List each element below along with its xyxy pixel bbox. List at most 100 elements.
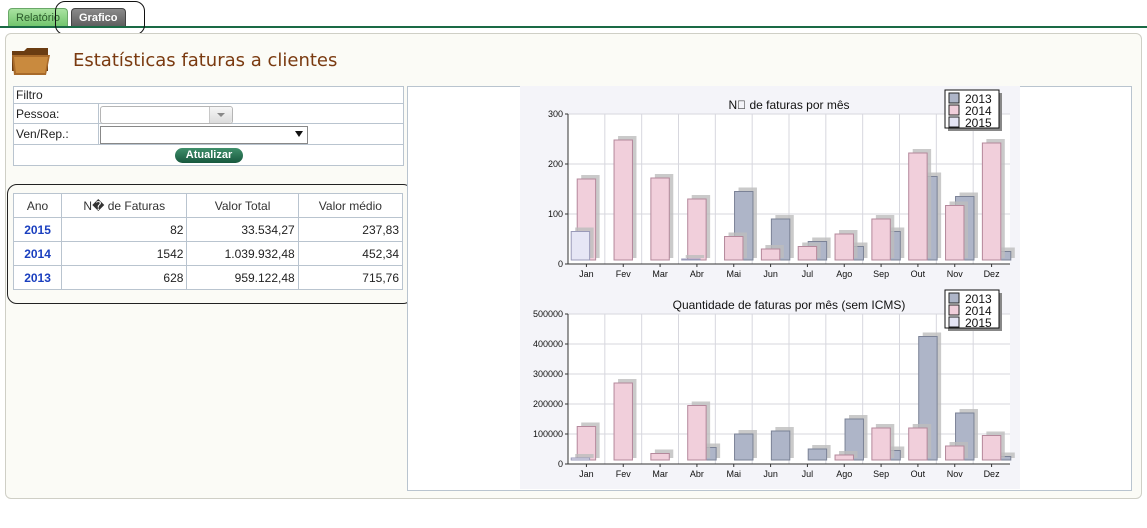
bar-shadow <box>685 255 705 258</box>
bar-2014 <box>945 205 965 261</box>
x-tick-label: Nov <box>947 269 964 279</box>
bar-2014 <box>908 152 928 261</box>
y-tick-label: 500000 <box>533 309 563 319</box>
y-tick-label: 300000 <box>533 369 563 379</box>
x-tick-label: Abr <box>690 469 704 479</box>
year-link-2013[interactable]: 2013 <box>12 265 63 290</box>
bar-2014 <box>650 453 670 461</box>
x-tick-label: Jan <box>579 269 594 279</box>
filter-venrep-row: Ven/Rep.: <box>14 124 403 145</box>
summary-table: Ano N� de Faturas Valor Total Valor médi… <box>12 193 404 290</box>
tab-grafico[interactable]: Grafico <box>71 8 126 27</box>
bar-2014 <box>760 248 781 261</box>
x-tick-label: Mar <box>652 269 668 279</box>
filter-title: Filtro <box>16 88 43 102</box>
legend-label: 2015 <box>965 316 992 330</box>
year-link-2014[interactable]: 2014 <box>12 241 63 266</box>
bar-shadow <box>575 454 594 458</box>
x-tick-label: Dez <box>984 469 1001 479</box>
bar-2015 <box>570 231 591 261</box>
bar-2013 <box>844 418 864 461</box>
y-tick-label: 0 <box>558 459 563 469</box>
x-tick-label: Abr <box>690 269 704 279</box>
x-tick-label: Out <box>911 469 926 479</box>
x-tick-label: Fev <box>616 469 632 479</box>
faturas-cell: 628 <box>61 265 188 290</box>
bar-2014 <box>834 233 854 261</box>
medio-cell: 715,76 <box>297 265 404 290</box>
x-tick-label: Ago <box>836 469 852 479</box>
legend-swatch <box>948 304 960 316</box>
bar-2013 <box>734 433 754 461</box>
bar-2014 <box>981 142 1002 261</box>
y-tick-label: 300 <box>548 109 563 119</box>
atualizar-button[interactable]: Atualizar <box>175 148 243 163</box>
x-tick-label: Jul <box>802 469 814 479</box>
charts-svg: 0 100 200 300 N  de faturas por mês Jan Fev Mar… <box>533 89 1015 479</box>
x-tick-label: Ago <box>836 269 852 279</box>
legend-swatch <box>948 104 960 116</box>
pessoa-label: Pessoa: <box>16 107 60 121</box>
x-tick-label: Jul <box>802 269 814 279</box>
x-tick-label: Nov <box>947 469 964 479</box>
header-valor-medio: Valor médio <box>297 193 404 218</box>
bar-2014 <box>613 139 633 261</box>
filter-panel: Filtro Pessoa: Ven/Rep.: Atualizar <box>13 86 404 166</box>
bar-2013 <box>807 448 828 461</box>
faturas-cell: 1542 <box>61 241 188 266</box>
medio-cell: 452,34 <box>297 241 404 266</box>
year-link-2015[interactable]: 2015 <box>12 217 63 242</box>
y-tick-label: 100 <box>548 209 563 219</box>
bar-2014 <box>834 454 854 461</box>
bar-2014 <box>981 435 1002 461</box>
legend-label: 2013 <box>965 92 992 106</box>
x-tick-label: Jun <box>763 469 778 479</box>
y-tick-label: 200000 <box>533 399 563 409</box>
bar-2014 <box>687 405 707 461</box>
x-tick-label: Mar <box>652 469 668 479</box>
bar-2015 <box>570 457 591 461</box>
legend-swatch <box>948 316 960 328</box>
legend-label: 2013 <box>965 292 992 306</box>
total-cell: 33.534,27 <box>186 217 299 242</box>
x-tick-label: Fev <box>616 269 632 279</box>
x-tick-label: Out <box>911 269 926 279</box>
venrep-select[interactable] <box>100 126 308 144</box>
bar-2014 <box>687 198 707 261</box>
x-tick-label: Sep <box>873 269 889 279</box>
filter-column-divider <box>98 104 99 144</box>
table-row: 2015 82 33.534,27 237,83 <box>12 217 404 242</box>
filter-title-row: Filtro <box>14 87 403 104</box>
chart-2: 0 100000 200000 300000 400000 500000 Quantidad… <box>533 289 1015 479</box>
total-cell: 1.039.932,48 <box>186 241 299 266</box>
faturas-cell: 82 <box>61 217 188 242</box>
chart-plot-background: 0 100 200 300 N  de faturas por mês Jan Fev Mar… <box>520 86 1020 489</box>
venrep-dropdown-arrow-icon <box>295 131 303 137</box>
chart-1: 0 100 200 300 N  de faturas por mês Jan Fev Mar… <box>548 89 1015 279</box>
x-tick-label: Mai <box>726 469 741 479</box>
pessoa-combobox[interactable] <box>100 106 233 124</box>
header-ano: Ano <box>12 193 63 218</box>
chart-title: Quantidade de faturas por mês (sem ICMS) <box>673 298 906 312</box>
table-row: 2014 1542 1.039.932,48 452,34 <box>12 241 404 266</box>
bar-2014 <box>613 382 633 461</box>
header-faturas: N� de Faturas <box>61 193 188 218</box>
pessoa-dropdown-arrow-icon[interactable] <box>209 107 232 123</box>
bar-2014 <box>945 445 965 461</box>
summary-header-row: Ano N� de Faturas Valor Total Valor médi… <box>12 193 404 218</box>
tab-bar: Relatório Grafico <box>0 0 1147 35</box>
venrep-label: Ven/Rep.: <box>16 127 69 141</box>
tab-relatorio[interactable]: Relatório <box>8 8 69 27</box>
legend-label: 2014 <box>965 304 992 318</box>
medio-cell: 237,83 <box>297 217 404 242</box>
header-valor-total: Valor Total <box>186 193 299 218</box>
bar-2015 <box>681 258 701 261</box>
x-tick-label: Sep <box>873 469 889 479</box>
legend-swatch <box>948 92 960 104</box>
bar-shadow <box>996 452 1015 458</box>
x-tick-label: Jan <box>579 469 594 479</box>
y-tick-label: 0 <box>558 259 563 269</box>
bar-2014 <box>650 177 670 261</box>
